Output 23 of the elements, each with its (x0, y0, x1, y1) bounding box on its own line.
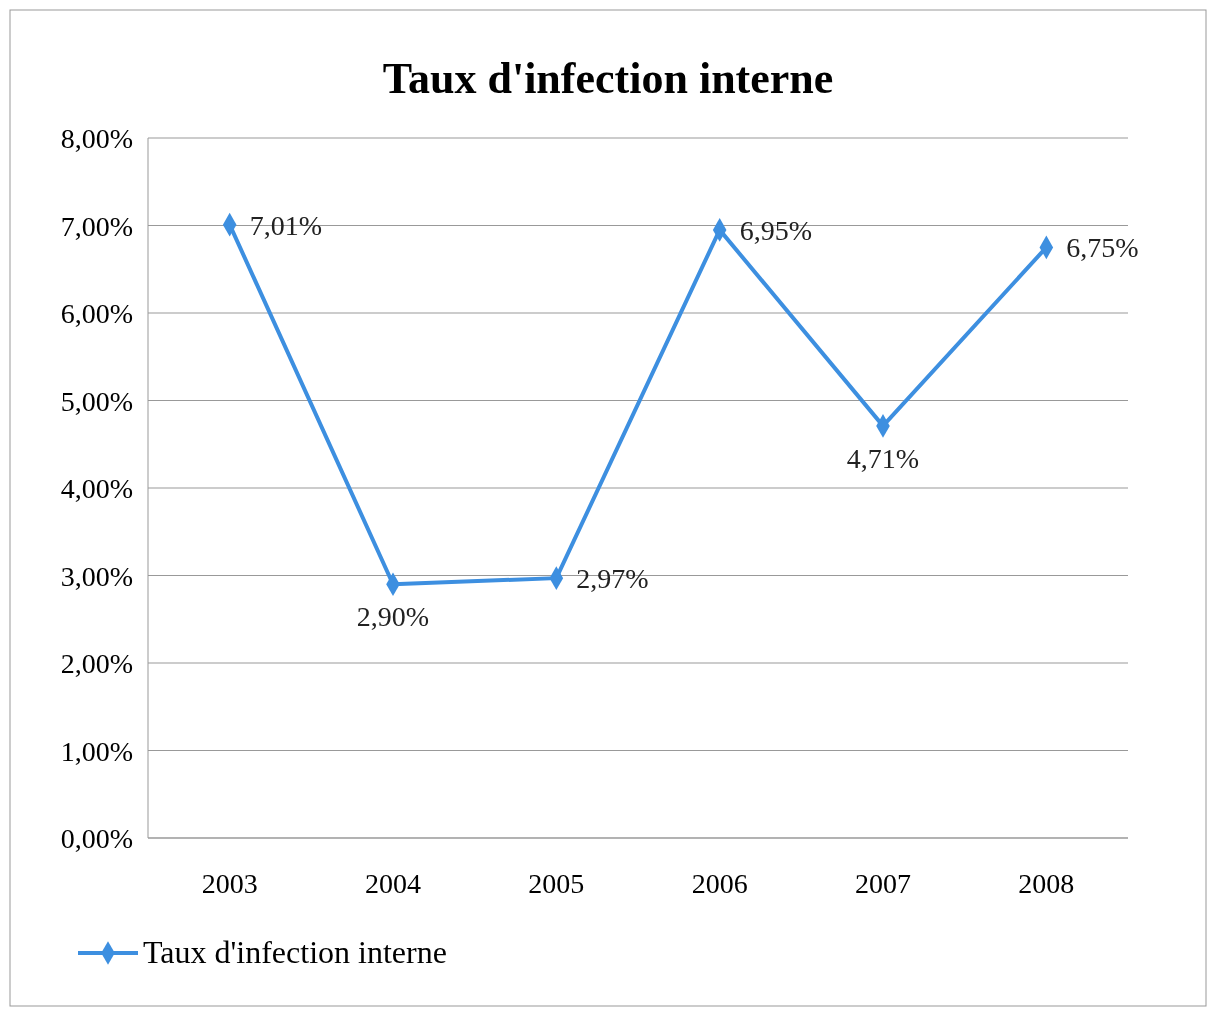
data-label: 2,90% (356, 601, 430, 633)
y-tick-label: 0,00% (60, 823, 133, 854)
data-label: 6,95% (739, 214, 812, 246)
data-label: 2,97% (576, 563, 649, 595)
y-tick-label: 4,00% (60, 473, 133, 504)
x-tick-label: 2007 (855, 868, 911, 899)
x-tick-label: 2008 (1018, 868, 1075, 899)
y-tick-label: 7,00% (60, 210, 133, 242)
y-tick-label: 5,00% (60, 385, 133, 417)
data-label: 7,01% (249, 209, 322, 241)
y-tick-label: 8,00% (60, 123, 133, 154)
data-label: 4,71% (846, 442, 920, 474)
x-tick-label: 2005 (528, 868, 585, 899)
x-tick-label: 2003 (201, 868, 258, 899)
y-tick-label: 1,00% (60, 735, 133, 767)
y-tick-label: 3,00% (60, 560, 133, 592)
data-label: 6,75% (1066, 232, 1139, 264)
y-tick-label: 2,00% (60, 648, 133, 679)
legend-label: Taux d'infection interne (143, 934, 447, 970)
x-tick-label: 2006 (691, 868, 748, 899)
chart-title: Taux d'infection interne (382, 54, 834, 103)
x-tick-label: 2004 (365, 868, 421, 899)
y-tick-label: 6,00% (60, 298, 133, 329)
